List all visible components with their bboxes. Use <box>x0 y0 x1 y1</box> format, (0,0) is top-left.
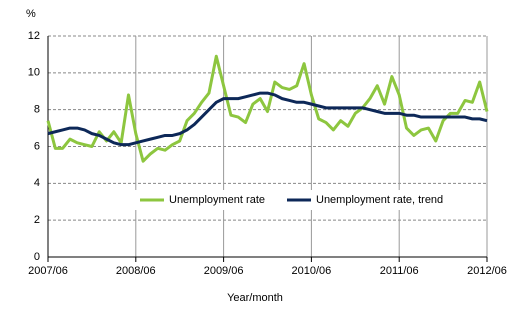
y-tick-label: 12 <box>28 30 40 42</box>
y-tick-label: 6 <box>34 140 40 152</box>
legend-label: Unemployment rate, trend <box>316 194 443 206</box>
y-tick-label: 4 <box>34 177 40 189</box>
y-tick-label: 10 <box>28 67 40 79</box>
legend-label: Unemployment rate <box>169 194 265 206</box>
x-tick-label: 2012/06 <box>467 265 507 277</box>
series-line <box>46 54 489 163</box>
x-tick-label: 2008/06 <box>116 265 156 277</box>
x-tick-label: 2009/06 <box>204 265 244 277</box>
y-axis-label: % <box>26 8 36 20</box>
y-tick-label: 0 <box>34 251 40 263</box>
x-axis-label: Year/month <box>227 292 283 304</box>
y-tick-label: 8 <box>34 104 40 116</box>
x-tick-label: 2007/06 <box>28 265 68 277</box>
series-line <box>47 91 488 147</box>
x-tick-label: 2011/06 <box>380 265 419 277</box>
y-tick-label: 2 <box>34 214 40 226</box>
x-tick-label: 2010/06 <box>292 265 332 277</box>
